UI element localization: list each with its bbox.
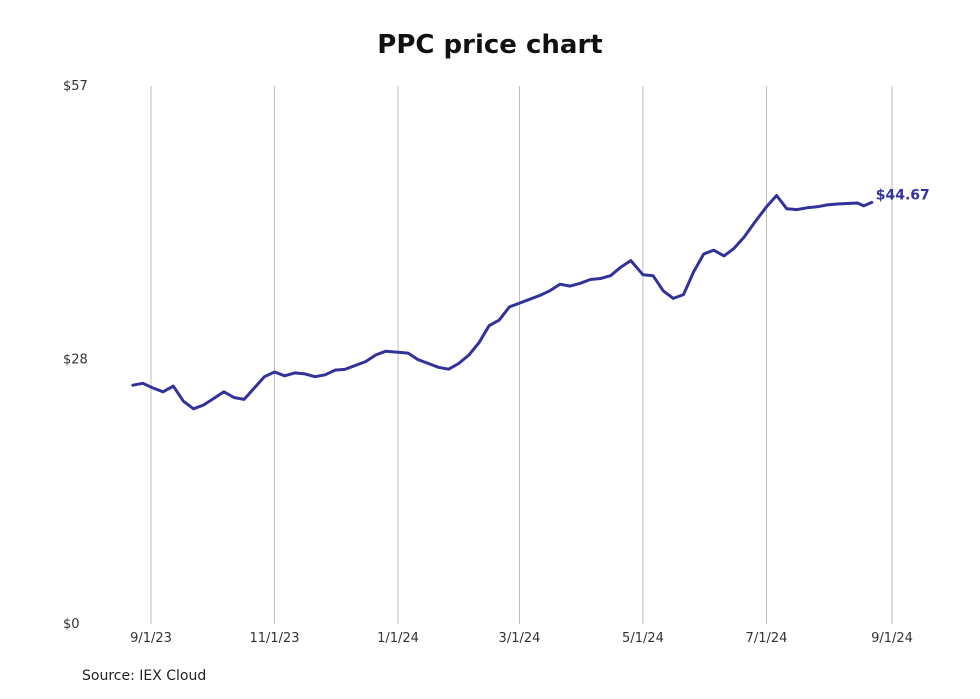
x-tick-label: 9/1/24 (871, 631, 913, 646)
x-tick-label: 11/1/23 (249, 631, 299, 646)
axis-layer: 9/1/23 11/1/23 1/1/24 3/1/24 5/1/24 7/1/24 9/1… (63, 79, 913, 646)
chart-title: PPC price chart (377, 30, 603, 60)
last-price-label: $44.67 (876, 187, 930, 203)
y-tick-label: $28 (63, 353, 88, 368)
series-layer (131, 194, 874, 411)
x-tick-label: 3/1/24 (499, 631, 541, 646)
x-tick-label: 5/1/24 (622, 631, 664, 646)
y-tick-label: $57 (63, 79, 88, 94)
label-layer: $44.67 (876, 187, 930, 203)
chart-source: Source: IEX Cloud (82, 668, 207, 684)
x-tick-label: 1/1/24 (377, 631, 419, 646)
x-tick-label: 7/1/24 (746, 631, 788, 646)
price-line (131, 194, 874, 411)
x-tick-label: 9/1/23 (130, 631, 172, 646)
y-tick-label: $0 (63, 617, 80, 632)
grid-layer (150, 86, 893, 624)
